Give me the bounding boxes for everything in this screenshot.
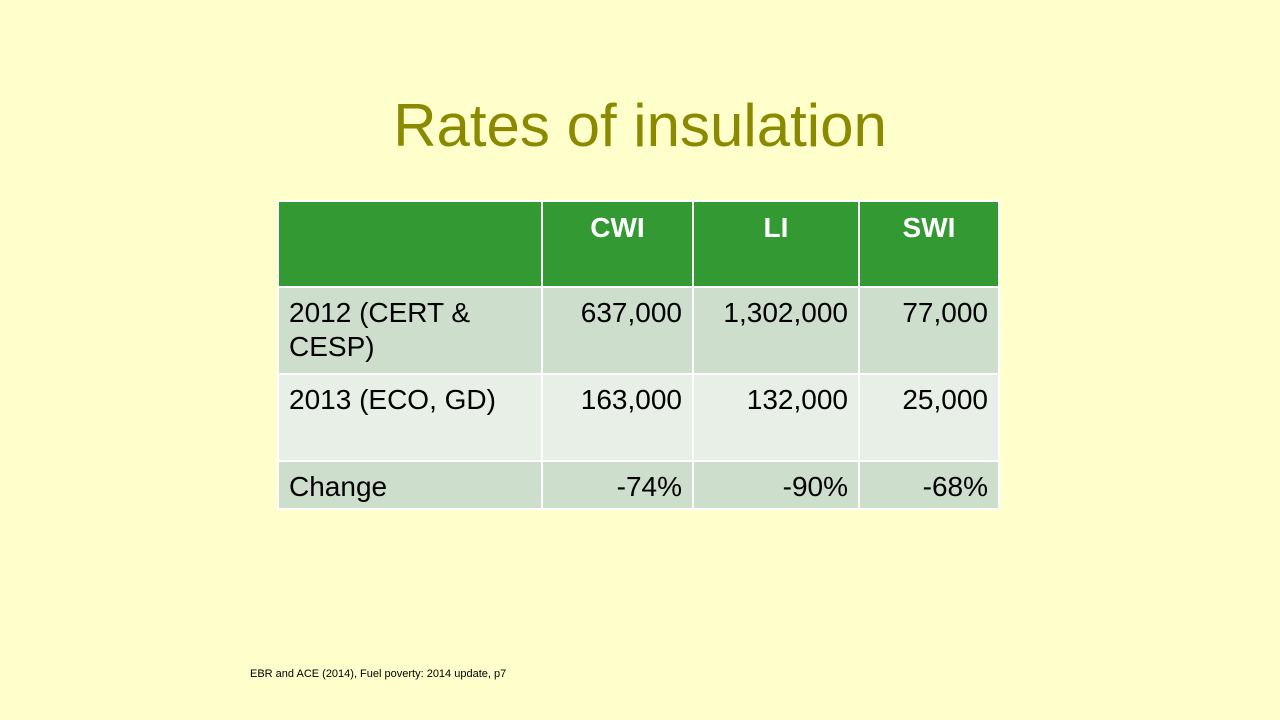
- table-header-row: CWI LI SWI: [277, 200, 1000, 288]
- cell-cwi: 163,000: [541, 373, 694, 462]
- cell-cwi: 637,000: [541, 286, 694, 375]
- insulation-table: CWI LI SWI 2012 (CERT & CESP) 637,000 1,…: [277, 200, 1000, 510]
- cell-swi: 25,000: [858, 373, 1000, 462]
- cell-li: -90%: [692, 460, 860, 510]
- table-row: 2013 (ECO, GD) 163,000 132,000 25,000: [277, 373, 1000, 462]
- cell-swi: 77,000: [858, 286, 1000, 375]
- header-empty-cell: [277, 200, 543, 288]
- row-label: 2013 (ECO, GD): [277, 373, 543, 462]
- row-label: Change: [277, 460, 543, 510]
- row-label: 2012 (CERT & CESP): [277, 286, 543, 375]
- table-row: Change -74% -90% -68%: [277, 460, 1000, 510]
- cell-swi: -68%: [858, 460, 1000, 510]
- cell-li: 132,000: [692, 373, 860, 462]
- header-cwi: CWI: [541, 200, 694, 288]
- source-citation: EBR and ACE (2014), Fuel poverty: 2014 u…: [250, 668, 507, 680]
- slide-title: Rates of insulation: [393, 92, 887, 159]
- header-swi: SWI: [858, 200, 1000, 288]
- header-li: LI: [692, 200, 860, 288]
- cell-cwi: -74%: [541, 460, 694, 510]
- table-row: 2012 (CERT & CESP) 637,000 1,302,000 77,…: [277, 286, 1000, 375]
- cell-li: 1,302,000: [692, 286, 860, 375]
